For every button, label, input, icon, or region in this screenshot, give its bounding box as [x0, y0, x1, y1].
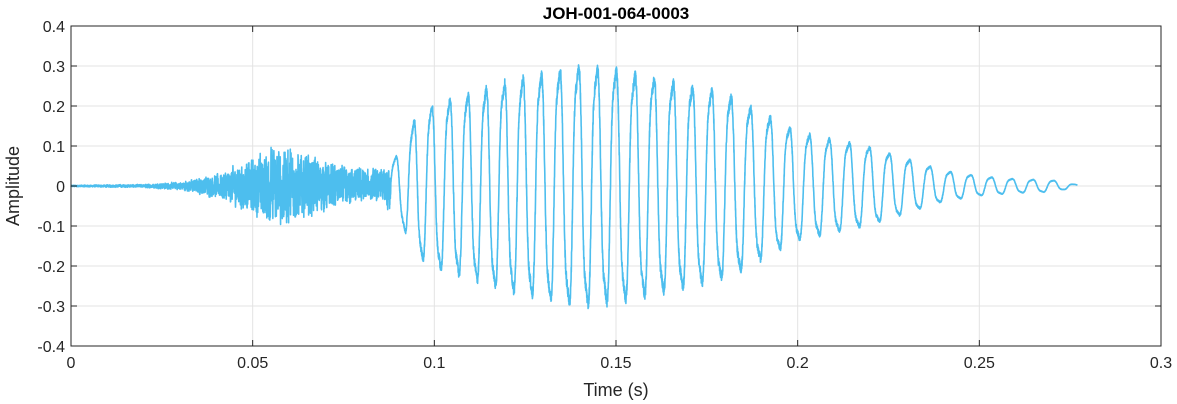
x-tick-label: 0.1 — [423, 355, 445, 372]
x-axis-ticks: 0 0.05 0.1 0.15 0.2 0.25 0.3 — [67, 26, 1172, 372]
y-tick-label: -0.2 — [37, 259, 65, 276]
y-tick-label: 0.1 — [43, 139, 65, 156]
x-tick-label: 0.15 — [600, 355, 631, 372]
y-axis-label: Amplitude — [3, 146, 23, 226]
y-tick-label: 0.2 — [43, 99, 65, 116]
x-tick-label: 0.2 — [787, 355, 809, 372]
x-tick-label: 0.3 — [1150, 355, 1172, 372]
y-tick-label: 0 — [56, 179, 65, 196]
y-tick-label: -0.1 — [37, 219, 65, 236]
plot-area — [70, 64, 1079, 310]
x-tick-label: 0.25 — [964, 355, 995, 372]
y-tick-label: 0.4 — [43, 19, 65, 36]
x-axis-label: Time (s) — [583, 380, 648, 400]
waveform-series-line — [70, 64, 1079, 310]
y-tick-label: 0.3 — [43, 59, 65, 76]
y-axis-ticks: 0.4 0.3 0.2 0.1 0 -0.1 -0.2 -0.3 -0.4 — [37, 19, 1161, 356]
y-tick-label: -0.3 — [37, 299, 65, 316]
chart-title: JOH-001-064-0003 — [543, 4, 689, 23]
x-tick-label: 0.05 — [237, 355, 268, 372]
x-tick-label: 0 — [67, 355, 76, 372]
y-tick-label: -0.4 — [37, 339, 65, 356]
